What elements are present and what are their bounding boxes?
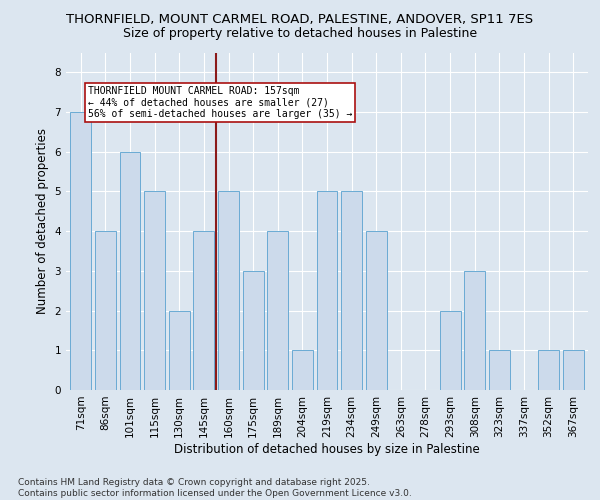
- Bar: [489, 350, 510, 390]
- Text: Contains HM Land Registry data © Crown copyright and database right 2025.
Contai: Contains HM Land Registry data © Crown c…: [18, 478, 412, 498]
- Bar: [464, 271, 485, 390]
- Text: THORNFIELD MOUNT CARMEL ROAD: 157sqm
← 44% of detached houses are smaller (27)
5: THORNFIELD MOUNT CARMEL ROAD: 157sqm ← 4…: [88, 86, 353, 120]
- X-axis label: Distribution of detached houses by size in Palestine: Distribution of detached houses by size …: [174, 442, 480, 456]
- Bar: [267, 231, 288, 390]
- Bar: [193, 231, 214, 390]
- Bar: [169, 310, 190, 390]
- Bar: [440, 310, 461, 390]
- Bar: [70, 112, 91, 390]
- Bar: [144, 192, 165, 390]
- Text: Size of property relative to detached houses in Palestine: Size of property relative to detached ho…: [123, 28, 477, 40]
- Bar: [341, 192, 362, 390]
- Bar: [292, 350, 313, 390]
- Bar: [218, 192, 239, 390]
- Bar: [317, 192, 337, 390]
- Bar: [119, 152, 140, 390]
- Bar: [538, 350, 559, 390]
- Y-axis label: Number of detached properties: Number of detached properties: [36, 128, 49, 314]
- Bar: [366, 231, 387, 390]
- Bar: [95, 231, 116, 390]
- Bar: [563, 350, 584, 390]
- Text: THORNFIELD, MOUNT CARMEL ROAD, PALESTINE, ANDOVER, SP11 7ES: THORNFIELD, MOUNT CARMEL ROAD, PALESTINE…: [67, 12, 533, 26]
- Bar: [242, 271, 263, 390]
